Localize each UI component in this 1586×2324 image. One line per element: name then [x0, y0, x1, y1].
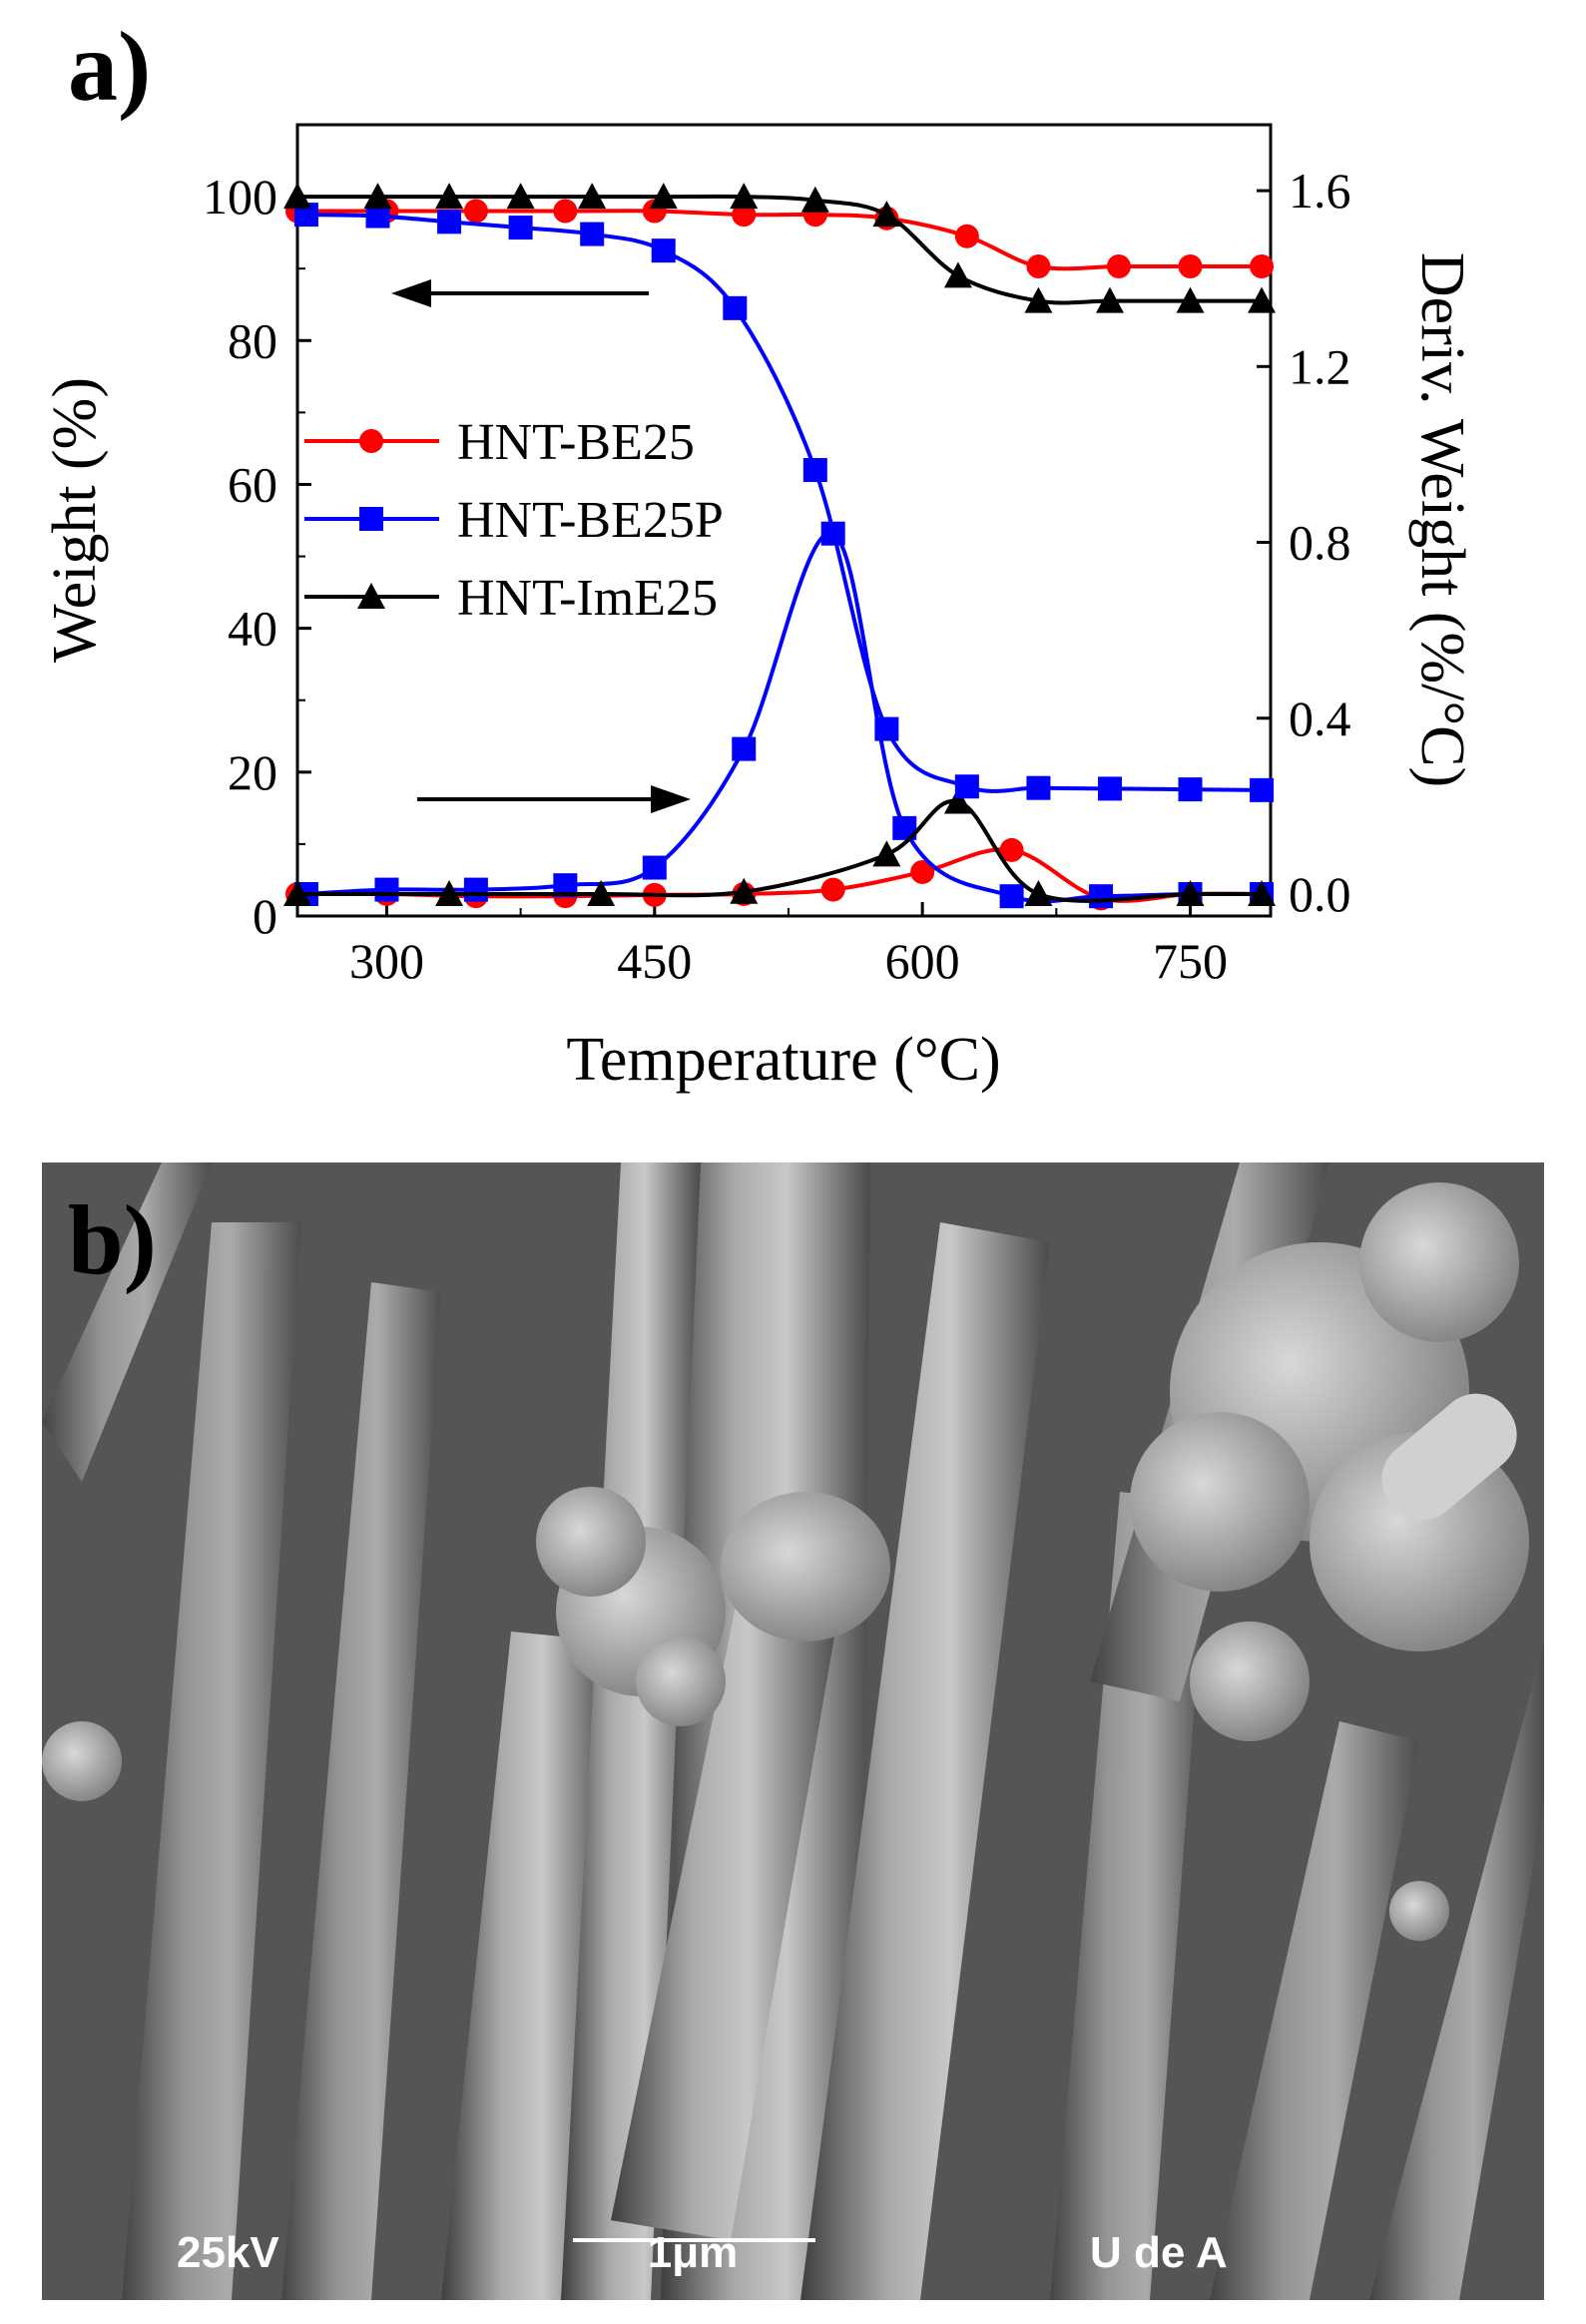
- annotations: [391, 279, 691, 813]
- weight-point-hnt-be25p: [1178, 777, 1203, 802]
- y2-tick-label: 1.2: [1289, 338, 1351, 394]
- weight-point-hnt-ime25: [283, 183, 311, 210]
- weight-point-hnt-be25p: [874, 716, 899, 741]
- derivative-point-hnt-be25p: [463, 877, 488, 902]
- left-arrow: [391, 279, 649, 307]
- weight-point-hnt-be25p: [954, 774, 979, 799]
- weight-point-hnt-be25: [1178, 254, 1203, 279]
- derivative-point-hnt-ime25: [943, 787, 972, 814]
- weight-point-hnt-ime25: [578, 183, 607, 210]
- panel-b-sem-image: b) 25kV 1μm U de A: [42, 1162, 1544, 2300]
- x-tick-label: 300: [349, 933, 424, 989]
- derivative-point-hnt-be25p: [732, 736, 757, 761]
- weight-point-hnt-be25: [1026, 254, 1051, 279]
- derivative-point-hnt-ime25: [730, 877, 759, 904]
- weight-point-hnt-ime25: [872, 201, 901, 228]
- derivative-point-hnt-be25p: [1089, 884, 1114, 909]
- weight-point-hnt-be25p: [1250, 777, 1275, 802]
- weight-point-hnt-be25p: [802, 458, 827, 483]
- derivative-point-hnt-be25: [820, 877, 845, 902]
- y2-axis-label: Deriv. Weight (%/°C): [1408, 252, 1476, 787]
- sem-micrograph: [42, 1162, 1544, 2300]
- panel-b-label: b): [68, 1184, 157, 1295]
- y-tick-label: 0: [253, 888, 277, 944]
- weight-point-hnt-ime25: [1248, 286, 1277, 313]
- weight-point-hnt-be25: [553, 199, 578, 224]
- legend-marker-hnt-be25p: [359, 507, 383, 531]
- y2-tick-label: 0.0: [1289, 866, 1351, 922]
- weight-point-hnt-ime25: [1024, 286, 1053, 313]
- weight-point-hnt-be25p: [651, 238, 676, 263]
- derivative-point-hnt-be25: [999, 837, 1024, 862]
- sem-scale-bar-label: 1μm: [647, 2228, 739, 2277]
- weight-point-hnt-be25p: [508, 216, 533, 240]
- x-tick-label: 600: [885, 933, 960, 989]
- y2-tick-label: 0.8: [1289, 515, 1351, 571]
- weight-point-hnt-be25: [1250, 254, 1275, 279]
- legend-label-hnt-ime25: HNT-ImE25: [457, 570, 718, 627]
- sem-voltage-label: 25kV: [177, 2228, 279, 2277]
- weight-point-hnt-be25p: [437, 210, 462, 234]
- derivative-point-hnt-be25: [910, 859, 935, 884]
- axes: 300 450 600 750 0 20 40 60 80 100 0.0 0.4 0.8 1.2 1.6: [203, 163, 1351, 989]
- derivative-point-hnt-ime25: [872, 840, 901, 867]
- weight-point-hnt-ime25: [800, 186, 829, 213]
- weight-point-hnt-ime25: [1176, 286, 1205, 313]
- y-tick-label: 100: [203, 169, 277, 225]
- particle-clusters: [42, 1182, 1529, 1941]
- weight-point-hnt-ime25: [943, 261, 972, 288]
- derivative-line-hnt-ime25: [296, 798, 1263, 903]
- x-axis-label: Temperature (°C): [566, 1026, 1000, 1094]
- y-tick-label: 20: [228, 744, 277, 800]
- series: [283, 183, 1277, 911]
- legend-label-hnt-be25: HNT-BE25: [457, 414, 695, 471]
- legend-marker-hnt-ime25: [357, 583, 385, 609]
- weight-point-hnt-be25p: [580, 222, 605, 246]
- weight-point-hnt-be25: [732, 203, 757, 228]
- right-arrow: [417, 785, 691, 813]
- derivative-point-hnt-be25p: [999, 884, 1024, 909]
- legend-marker-hnt-be25: [359, 429, 383, 453]
- x-tick-label: 750: [1153, 933, 1228, 989]
- weight-point-hnt-be25p: [1097, 776, 1122, 801]
- weight-point-hnt-ime25: [506, 183, 535, 210]
- derivative-point-hnt-be25p: [374, 877, 399, 902]
- weight-point-hnt-be25p: [1026, 775, 1051, 800]
- y-axis-label: Weight (%): [41, 377, 109, 663]
- derivative-line-hnt-be25p: [305, 531, 1263, 904]
- plot-frame: [295, 123, 1273, 918]
- weight-point-hnt-ime25: [730, 183, 759, 210]
- x-tick-label: 450: [617, 933, 692, 989]
- derivative-point-hnt-ime25: [587, 879, 616, 906]
- weight-point-hnt-ime25: [435, 183, 464, 210]
- derivative-point-hnt-be25p: [642, 855, 667, 880]
- y2-tick-label: 0.4: [1289, 691, 1351, 746]
- legend-label-hnt-be25p: HNT-BE25P: [457, 492, 724, 549]
- weight-point-hnt-ime25: [1095, 286, 1124, 313]
- weight-point-hnt-be25: [954, 224, 979, 248]
- derivative-point-hnt-ime25: [435, 879, 464, 906]
- foreground-fibers: [441, 1162, 1050, 2300]
- y-tick-label: 40: [228, 601, 277, 657]
- weight-line-hnt-be25p: [305, 213, 1263, 793]
- y-tick-label: 80: [228, 312, 277, 368]
- tga-chart-svg: a) 300 450 600 750 0 20 40 60 80 100 0.0 0.4 0.8 1.2 1…: [41, 11, 1476, 1094]
- weight-point-hnt-be25p: [723, 295, 748, 320]
- weight-point-hnt-be25: [463, 199, 488, 224]
- panel-a-label: a): [68, 11, 151, 122]
- weight-point-hnt-ime25: [649, 183, 678, 210]
- derivative-point-hnt-ime25: [283, 879, 311, 906]
- derivative-point-hnt-ime25: [1248, 879, 1277, 906]
- sem-institution-label: U de A: [1090, 2228, 1228, 2277]
- legend: HNT-BE25 HNT-BE25P HNT-ImE25: [304, 414, 724, 627]
- weight-point-hnt-be25: [1106, 254, 1131, 279]
- weight-point-hnt-ime25: [363, 183, 392, 210]
- panel-a-tga-chart: a) 300 450 600 750 0 20 40 60 80 100 0.0 0.4 0.8 1.2 1…: [0, 0, 1586, 1118]
- y-tick-label: 60: [228, 456, 277, 512]
- derivative-point-hnt-ime25: [1024, 879, 1053, 906]
- derivative-point-hnt-ime25: [1176, 879, 1205, 906]
- y2-tick-label: 1.6: [1289, 163, 1351, 219]
- weight-line-hnt-ime25: [297, 194, 1263, 305]
